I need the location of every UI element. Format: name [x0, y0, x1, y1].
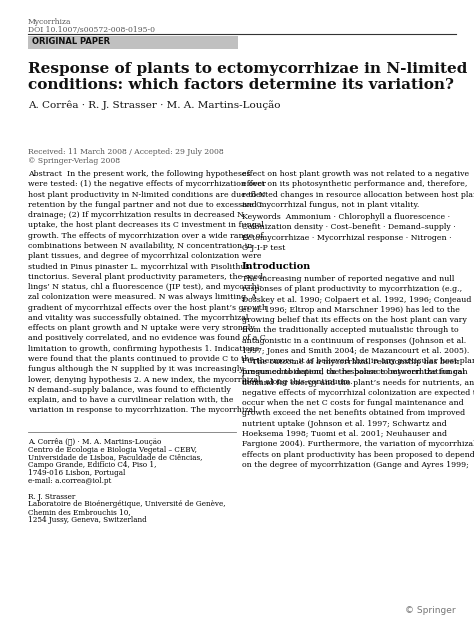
Text: Response of plants to ectomycorrhizae in N-limited: Response of plants to ectomycorrhizae in…: [28, 62, 467, 76]
Text: ORIGINAL PAPER: ORIGINAL PAPER: [32, 37, 110, 46]
Text: Universidade de Lisboa, Faculdade de Ciências,: Universidade de Lisboa, Faculdade de Ciê…: [28, 454, 202, 462]
Text: e-mail: a.correa@iol.pt: e-mail: a.correa@iol.pt: [28, 477, 111, 485]
Text: Campo Grande, Edifício C4, Piso 1,: Campo Grande, Edifício C4, Piso 1,: [28, 462, 156, 469]
Text: Mycorrhiza: Mycorrhiza: [28, 18, 72, 26]
Text: Introduction: Introduction: [242, 262, 311, 271]
Text: Laboratoire de Bioénergétique, Université de Genève,: Laboratoire de Bioénergétique, Universit…: [28, 501, 226, 508]
Text: 1254 Jussy, Geneva, Switzerland: 1254 Jussy, Geneva, Switzerland: [28, 516, 147, 524]
Text: Keywords  Ammonium · Chlorophyll a fluorescence ·
Colonization density · Cost–be: Keywords Ammonium · Chlorophyll a fluore…: [242, 213, 456, 252]
Text: A. Corrêa · R. J. Strasser · M. A. Martins-Loução: A. Corrêa · R. J. Strasser · M. A. Marti…: [28, 100, 281, 110]
Text: Chemin des Embrouchis 10,: Chemin des Embrouchis 10,: [28, 508, 131, 516]
Text: effect on host plant growth was not related to a negative
effect on its photosyn: effect on host plant growth was not rela…: [242, 170, 474, 209]
Bar: [28, 36, 238, 49]
Text: © Springer: © Springer: [405, 606, 456, 615]
Text: Received: 11 March 2008 / Accepted: 29 July 2008: Received: 11 March 2008 / Accepted: 29 J…: [28, 148, 224, 156]
Text: Centro de Ecologia e Biologia Vegetal – CEBV,: Centro de Ecologia e Biologia Vegetal – …: [28, 446, 197, 454]
Text: Abstract  In the present work, the following hypotheses
were tested: (1) the neg: Abstract In the present work, the follow…: [28, 170, 267, 415]
Text: A. Corrêa (✉) · M. A. Martins-Loução: A. Corrêa (✉) · M. A. Martins-Loução: [28, 438, 161, 446]
Text: 1749-016 Lisbon, Portugal: 1749-016 Lisbon, Portugal: [28, 469, 126, 477]
Text: conditions: which factors determine its variation?: conditions: which factors determine its …: [28, 78, 454, 92]
Text: The outcome of a mycorrhizal relationship has been
presumed to depend on the bal: The outcome of a mycorrhizal relationshi…: [242, 358, 474, 469]
Text: The increasing number of reported negative and null
responses of plant productiv: The increasing number of reported negati…: [242, 275, 474, 386]
Text: © Springer-Verlag 2008: © Springer-Verlag 2008: [28, 157, 120, 165]
Text: DOI 10.1007/s00572-008-0195-0: DOI 10.1007/s00572-008-0195-0: [28, 26, 155, 34]
Text: R. J. Strasser: R. J. Strasser: [28, 493, 75, 501]
